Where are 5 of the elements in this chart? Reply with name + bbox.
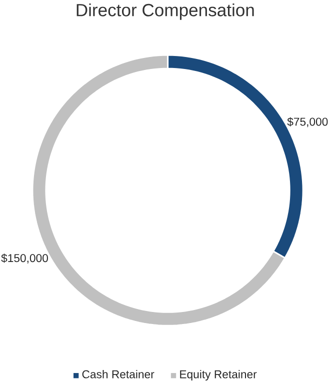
data-label: $150,000 — [1, 254, 48, 264]
chart-title: Director Compensation — [76, 3, 254, 20]
data-label: $75,000 — [287, 117, 328, 128]
legend-label: Equity Retainer — [180, 370, 257, 381]
legend-label: Cash Retainer — [82, 370, 154, 378]
